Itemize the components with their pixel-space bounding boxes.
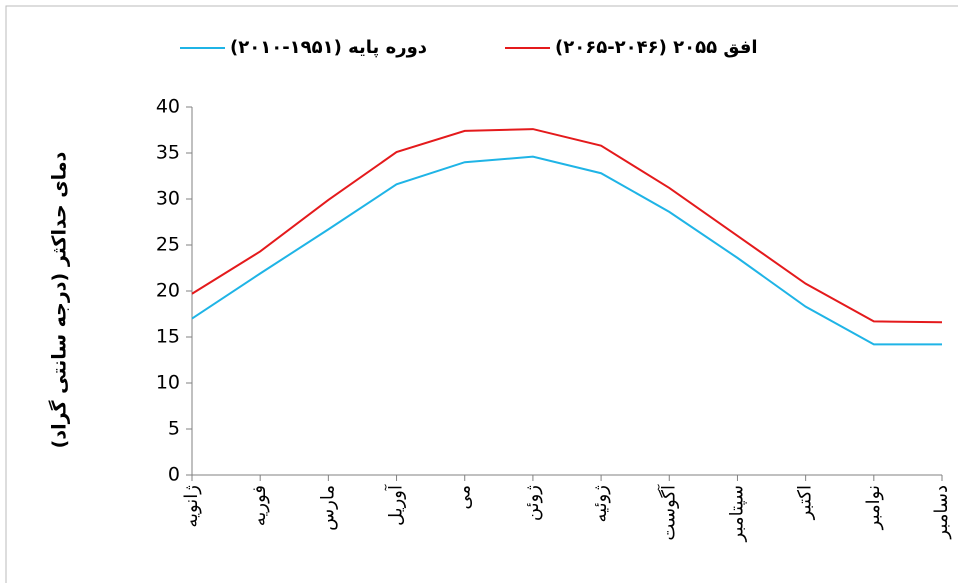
y-axis-title: دمای حداکثر (درجه سانتی گراد) [48,151,71,448]
legend-label: افق ۲۰۵۵ (۲۰۴۶-۲۰۶۵) [555,37,758,58]
x-tick-label: نوامبر [863,485,884,530]
y-tick-label: 35 [156,142,180,164]
y-tick-label: 5 [168,418,180,440]
legend-label: دوره پایه (۱۹۵۱-۲۰۱۰) [230,37,427,58]
y-tick-label: 10 [156,372,180,394]
x-tick-label: مارس [317,485,338,531]
x-tick-label: فوریه [249,485,270,526]
x-tick-label: ژوئیه [590,485,611,522]
x-tick-label: دسامبر [931,485,952,540]
x-tick-label: اکتبر [795,485,816,520]
y-tick-label: 30 [156,188,180,210]
x-tick-label: آوریل [384,484,407,526]
frame [5,5,958,583]
x-tick-label: می [454,485,475,510]
x-tick-label: آگوست [656,484,679,541]
y-tick-label: 0 [168,464,180,486]
y-tick-label: 20 [156,280,180,302]
series-line [191,155,942,346]
x-tick-label: سپتامبر [726,485,747,542]
x-tick-label: ژوئن [522,485,543,521]
y-tick-label: 25 [156,234,180,256]
y-tick-label: 40 [156,96,180,118]
y-tick-label: 15 [156,326,180,348]
series-line [191,128,943,324]
x-tick-label: ژانویه [181,485,202,528]
